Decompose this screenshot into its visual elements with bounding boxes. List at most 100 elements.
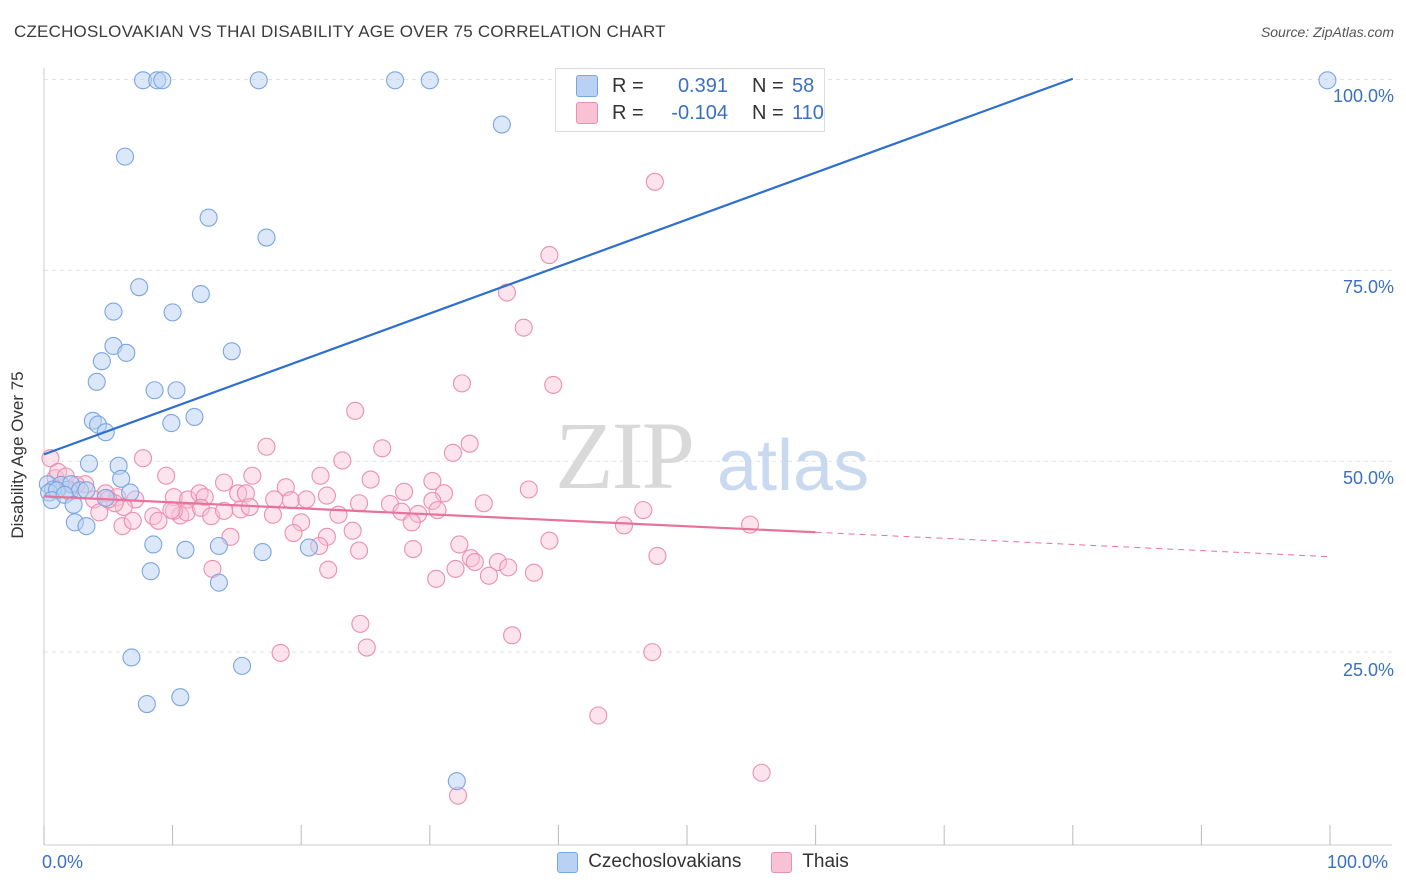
thais-point xyxy=(460,434,479,453)
thais-point xyxy=(265,490,284,509)
thais-point xyxy=(317,486,336,505)
czechoslovakians-point xyxy=(112,469,131,488)
thais-point xyxy=(257,437,276,456)
thais-point xyxy=(373,439,392,458)
thais-point xyxy=(346,401,365,420)
legend-row-czechoslovakians: R = 0.391 N = 58 xyxy=(576,73,836,99)
thais-trend-line xyxy=(43,495,816,534)
czechoslovakians-point xyxy=(77,481,96,500)
legend-label: Thais xyxy=(802,851,849,872)
thais-point xyxy=(243,466,262,485)
thais-point xyxy=(402,513,421,532)
thais-point xyxy=(281,491,300,510)
czechoslovakians-point xyxy=(121,483,140,502)
thais-point xyxy=(446,559,465,578)
czechoslovakians-point xyxy=(115,147,135,166)
axes xyxy=(43,68,1392,846)
czechoslovakians-point xyxy=(249,71,268,90)
thais-point xyxy=(350,494,369,513)
czechoslovakians-point xyxy=(420,71,439,90)
thais-point xyxy=(333,451,352,470)
thais-point xyxy=(229,484,248,503)
r-label: R = xyxy=(612,101,644,124)
chart-title: CZECHOSLOVAKIAN VS THAI DISABILITY AGE O… xyxy=(14,22,666,41)
thais-point xyxy=(123,511,142,530)
thais-point xyxy=(423,472,442,491)
thais-point xyxy=(319,560,338,579)
thais-trend-extension xyxy=(815,531,1331,558)
source-credit: Source: ZipAtlas.com xyxy=(1260,24,1394,40)
czechoslovakians-point xyxy=(232,656,252,675)
grid-lines xyxy=(44,79,1392,653)
thais-point xyxy=(271,643,290,662)
czechoslovakians-point xyxy=(492,115,511,134)
czechoslovakians-point xyxy=(299,538,318,557)
czechoslovakians-swatch xyxy=(557,851,579,873)
czechoslovakians-point xyxy=(87,372,106,391)
czechoslovakians-point xyxy=(185,407,204,427)
y-tick-25: 25.0% xyxy=(1342,660,1394,680)
czechoslovakians-point xyxy=(386,71,405,90)
n-label: N = xyxy=(752,101,784,124)
czechoslovakians-point xyxy=(145,381,164,400)
thais-point xyxy=(519,480,538,499)
czechoslovakians-point xyxy=(79,454,99,473)
thais-point xyxy=(443,443,462,462)
x-tick-0: 0.0% xyxy=(42,852,84,872)
correlation-legend: R = 0.391 N = 58 R = -0.104 N = 110 xyxy=(555,68,825,132)
legend-label: Czechoslovakians xyxy=(588,851,742,872)
czechoslovakians-point xyxy=(253,543,272,562)
n-label: N = xyxy=(752,74,784,97)
legend-item-czechoslovakians[interactable]: Czechoslovakians xyxy=(557,851,741,873)
czechoslovakians-point xyxy=(163,303,182,322)
thais-point xyxy=(648,546,667,565)
thais-point xyxy=(474,494,493,513)
watermark-zip: ZIP xyxy=(555,402,695,509)
trend-lines xyxy=(43,77,1331,558)
thais-point xyxy=(395,482,414,501)
legend-item-thais[interactable]: Thais xyxy=(771,851,849,873)
n-value: 110 xyxy=(792,101,824,124)
czechoslovakians-point xyxy=(222,342,241,361)
thais-point xyxy=(133,449,153,468)
series-legend: Czechoslovakians Thais xyxy=(0,851,1406,873)
czechoslovakians-point xyxy=(447,772,466,791)
thais-point xyxy=(214,473,234,492)
thais-point xyxy=(284,523,303,543)
czechoslovakians-point xyxy=(137,694,156,714)
thais-point xyxy=(149,511,168,530)
czechoslovakians-point xyxy=(122,648,141,667)
r-value: -0.104 xyxy=(671,101,728,124)
thais-point xyxy=(427,569,446,588)
thais-point xyxy=(614,516,634,535)
thais-point xyxy=(752,763,771,782)
thais-point xyxy=(361,470,380,489)
czechoslovakians-point xyxy=(141,562,160,581)
thais-point xyxy=(540,246,559,265)
czechoslovakians-point xyxy=(77,517,96,536)
thais-point xyxy=(317,527,336,546)
r-label: R = xyxy=(612,74,644,97)
czechoslovakians-point xyxy=(199,208,218,227)
thais-point xyxy=(404,540,423,559)
czechoslovakians-point xyxy=(117,343,136,362)
thais-swatch xyxy=(771,851,793,873)
thais-point xyxy=(311,466,330,485)
czechoslovakians-swatch xyxy=(576,75,598,97)
czechoslovakians-point xyxy=(162,414,181,433)
czechoslovakians-point xyxy=(64,495,83,514)
czechoslovakians-point xyxy=(167,381,186,400)
thais-point xyxy=(263,505,282,524)
y-tick-75: 75.0% xyxy=(1342,277,1394,297)
thais-point xyxy=(544,375,563,394)
czechoslovakians-point xyxy=(130,278,149,297)
thais-point xyxy=(450,535,469,554)
thais-point xyxy=(343,521,362,540)
thais-point xyxy=(497,283,517,302)
thais-point xyxy=(195,488,214,507)
thais-point xyxy=(452,374,472,393)
thais-point xyxy=(589,706,608,725)
x-tick-100: 100.0% xyxy=(1327,852,1389,872)
thais-point xyxy=(643,643,662,662)
